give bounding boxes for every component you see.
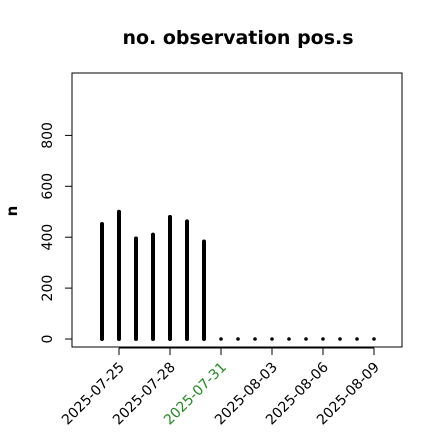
bar-zero-marker (219, 337, 223, 341)
bar-zero-marker (287, 337, 291, 341)
bar-zero-marker (321, 337, 325, 341)
y-axis-label: n (3, 206, 21, 217)
y-tick-label: 0 (40, 335, 56, 344)
bar-zero-marker (338, 337, 342, 341)
y-axis: 0 200 400 600 800 (40, 122, 73, 344)
bars (100, 209, 376, 341)
bar-zero-marker (253, 337, 257, 341)
chart-title: no. observation pos.s (122, 27, 353, 49)
bar-zero-marker (236, 337, 240, 341)
y-tick-label: 400 (40, 224, 56, 251)
bar-zero-marker (304, 337, 308, 341)
y-tick-label: 600 (40, 173, 56, 200)
bar-zero-marker (372, 337, 376, 341)
y-tick-label: 200 (40, 275, 56, 302)
x-axis: 2025-07-252025-07-282025-07-312025-08-03… (59, 347, 383, 428)
bar-zero-marker (270, 337, 274, 341)
plot-frame (71, 72, 403, 348)
y-tick-label: 800 (40, 122, 56, 149)
bar-zero-marker (355, 337, 359, 341)
